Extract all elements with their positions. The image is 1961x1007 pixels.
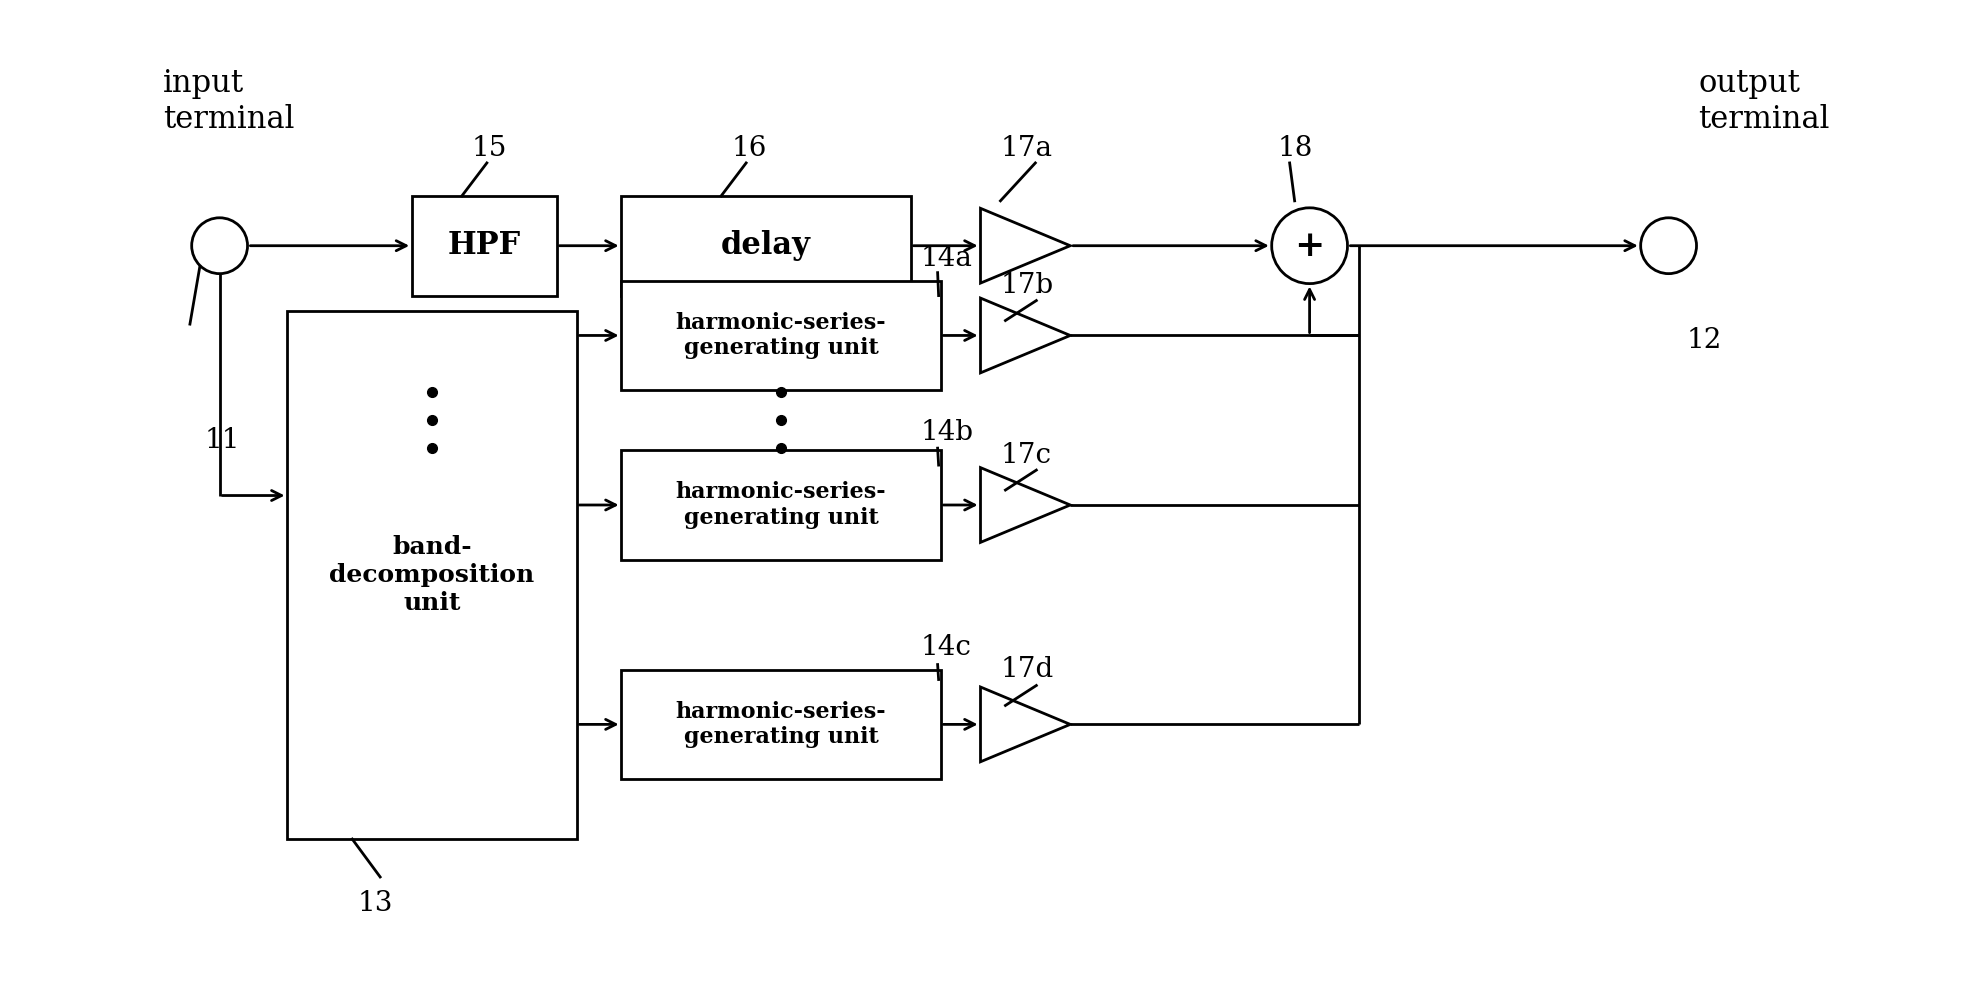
Text: 11: 11 [204, 427, 239, 454]
Polygon shape [980, 298, 1071, 373]
Circle shape [1641, 218, 1696, 274]
Text: 12: 12 [1686, 327, 1722, 353]
Text: 18: 18 [1279, 136, 1314, 162]
Text: delay: delay [722, 231, 812, 261]
Bar [622, 670, 941, 779]
Bar [622, 195, 910, 296]
Circle shape [1271, 207, 1347, 284]
Text: 14a: 14a [920, 245, 973, 272]
Text: output
terminal: output terminal [1698, 67, 1830, 135]
Circle shape [192, 218, 247, 274]
Text: 17a: 17a [1000, 136, 1053, 162]
Text: 14c: 14c [920, 634, 971, 662]
Text: harmonic-series-
generating unit: harmonic-series- generating unit [677, 481, 886, 529]
Text: 16: 16 [731, 136, 767, 162]
Bar [622, 450, 941, 560]
Text: input
terminal: input terminal [163, 67, 294, 135]
Polygon shape [980, 467, 1071, 543]
Text: 14b: 14b [920, 419, 975, 446]
Text: HPF: HPF [447, 231, 522, 261]
Bar [288, 310, 577, 839]
Polygon shape [980, 208, 1071, 283]
Text: harmonic-series-
generating unit: harmonic-series- generating unit [677, 312, 886, 359]
Text: 17d: 17d [1000, 656, 1053, 683]
Text: harmonic-series-
generating unit: harmonic-series- generating unit [677, 701, 886, 748]
Text: 17b: 17b [1000, 272, 1053, 299]
Bar [412, 195, 557, 296]
Bar [622, 281, 941, 391]
Text: 13: 13 [357, 890, 392, 917]
Polygon shape [980, 687, 1071, 761]
Text: 17c: 17c [1000, 442, 1051, 468]
Text: band-
decomposition
unit: band- decomposition unit [329, 535, 535, 614]
Text: 15: 15 [473, 136, 508, 162]
Text: +: + [1294, 229, 1326, 263]
